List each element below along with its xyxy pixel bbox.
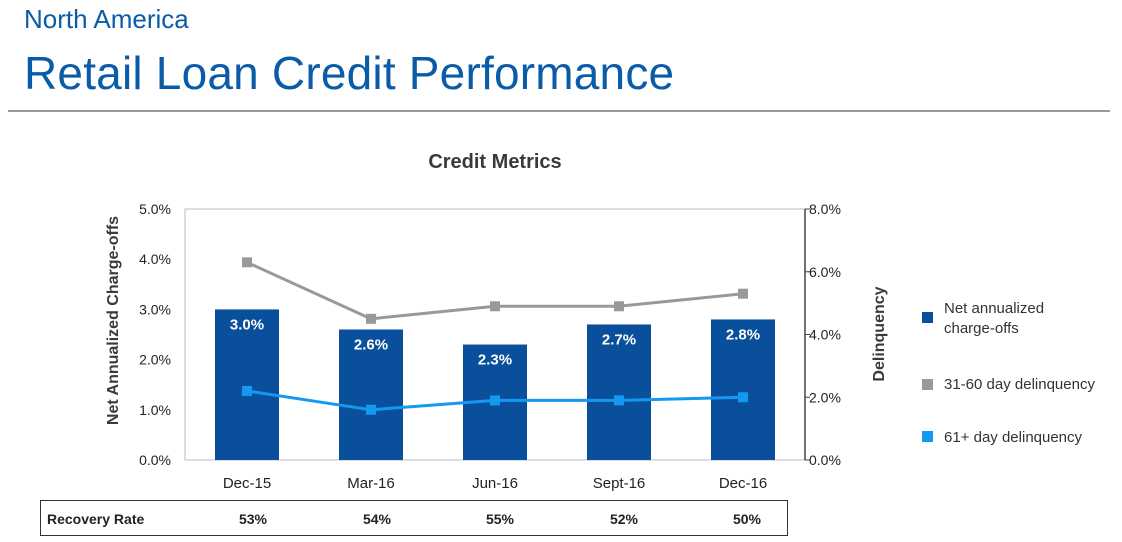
x-tick-label: Sept-16 (593, 475, 646, 492)
recovery-rate-label: Recovery Rate (47, 511, 145, 527)
chart-title: Credit Metrics (428, 151, 561, 173)
delinquency-61-plus-point (366, 404, 376, 415)
bar (587, 324, 651, 460)
delinquency-31-60-point (738, 288, 748, 299)
y-tick-label: 5.0% (139, 201, 171, 217)
y2-tick-label: 0.0% (809, 452, 841, 468)
y-tick-label: 0.0% (139, 452, 171, 468)
y2-tick-label: 6.0% (809, 264, 841, 280)
delinquency-31-60-point (242, 257, 252, 268)
delinquency-61-plus-point (242, 385, 252, 396)
bar-data-label: 2.7% (602, 331, 636, 348)
legend-label: charge-offs (944, 320, 1019, 337)
recovery-rate-value: 50% (732, 511, 762, 527)
x-tick-label: Mar-16 (347, 475, 395, 492)
x-tick-label: Jun-16 (472, 475, 518, 492)
y2-tick-label: 4.0% (809, 327, 841, 343)
legend-swatch (922, 431, 933, 442)
legend-label: 61+ day delinquency (944, 429, 1083, 446)
x-tick-label: Dec-16 (719, 475, 767, 492)
y-tick-label: 1.0% (139, 402, 171, 418)
y-axis-title: Net Annualized Charge-offs (105, 216, 122, 425)
y-tick-label: 3.0% (139, 301, 171, 317)
credit-metrics-chart: Credit Metrics 0.0% 1.0% 2.0% 3.0% 4.0% 5.0% 0.… (105, 151, 1095, 492)
recovery-rate-table: Recovery Rate 53% 54% 55% 52% 50% (40, 500, 788, 536)
legend-label: Net annualized (944, 300, 1044, 317)
delinquency-31-60-point (366, 313, 376, 324)
bar (711, 319, 775, 460)
delinquency-31-60-point (490, 301, 500, 312)
bar (215, 309, 279, 460)
bar (339, 329, 403, 460)
title-divider (8, 110, 1110, 112)
bar-data-label: 2.8% (726, 326, 760, 343)
y2-tick-label: 2.0% (809, 389, 841, 405)
x-tick-label: Dec-15 (223, 475, 271, 492)
legend-label: 31-60 day delinquency (944, 376, 1095, 393)
delinquency-61-plus-point (738, 392, 748, 403)
y-tick-label: 4.0% (139, 251, 171, 267)
delinquency-61-plus-point (614, 395, 624, 406)
bar-data-label: 3.0% (230, 316, 264, 333)
page-title: Retail Loan Credit Performance (24, 47, 675, 99)
y-tick-label: 2.0% (139, 352, 171, 368)
bar-data-label: 2.3% (478, 352, 512, 369)
recovery-rate-value: 52% (609, 511, 639, 527)
legend-swatch (922, 312, 933, 323)
bar-data-label: 2.6% (354, 336, 388, 353)
y2-axis-title: Delinquency (871, 286, 888, 381)
legend-swatch (922, 379, 933, 390)
delinquency-61-plus-point (490, 395, 500, 406)
recovery-rate-value: 55% (485, 511, 515, 527)
delinquency-31-60-point (614, 301, 624, 312)
region-title: North America (24, 4, 189, 34)
y2-tick-label: 8.0% (809, 201, 841, 217)
recovery-rate-value: 53% (238, 511, 268, 527)
recovery-rate-value: 54% (362, 511, 392, 527)
